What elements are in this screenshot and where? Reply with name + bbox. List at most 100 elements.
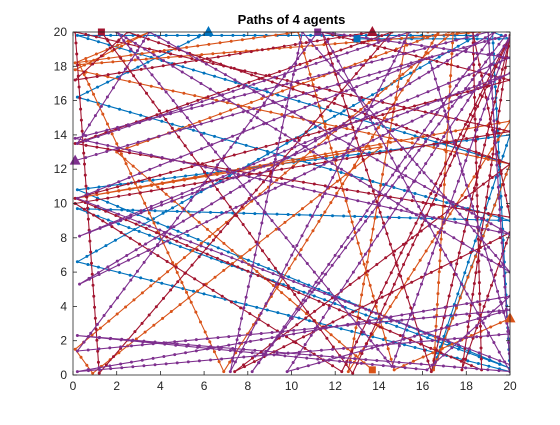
series-4-point — [222, 154, 226, 158]
series-3-point — [448, 164, 452, 168]
series-3-point — [169, 288, 173, 292]
series-2-point — [292, 214, 296, 218]
series-4-point — [491, 309, 495, 313]
series-4-point — [257, 173, 261, 177]
series-2-point — [392, 107, 396, 111]
series-4-point — [366, 152, 370, 156]
series-1-point — [266, 152, 270, 156]
series-2-point — [347, 209, 351, 213]
series-4-point — [386, 72, 390, 76]
series-3-point — [435, 59, 439, 63]
series-3-point — [414, 54, 418, 58]
series-4-point — [474, 57, 478, 61]
series-4-point — [117, 263, 121, 267]
series-3-point — [474, 271, 478, 275]
series-4-point — [348, 360, 352, 364]
series-4-point — [157, 134, 161, 138]
series-2-point — [360, 293, 364, 297]
series-4-point — [147, 137, 151, 141]
series-4-point — [375, 111, 379, 115]
series-2-point — [94, 52, 98, 56]
series-4-point — [326, 185, 330, 189]
series-4-point — [308, 349, 312, 353]
series-2-point — [442, 183, 446, 187]
series-4-point — [130, 339, 134, 343]
series-4-point — [97, 273, 101, 277]
series-4-point — [427, 56, 431, 60]
series-3-point — [439, 183, 443, 187]
series-1-point — [136, 65, 140, 69]
series-3-point — [89, 250, 93, 254]
series-4-point — [359, 218, 363, 222]
series-3-point — [409, 231, 413, 235]
series-3-point — [198, 55, 202, 59]
series-3-point — [82, 151, 86, 155]
series-4-point — [292, 332, 296, 336]
series-4-point — [149, 153, 153, 157]
series-4-point — [395, 319, 399, 323]
series-4-point — [317, 281, 321, 285]
series-2-point — [291, 115, 295, 119]
series-2-point — [247, 105, 251, 109]
series-3-point — [82, 207, 86, 211]
series-1-point — [75, 33, 79, 37]
series-4-point — [220, 357, 224, 361]
series-4-point — [405, 323, 409, 327]
series-4-point — [411, 317, 415, 321]
series-2-point — [374, 305, 378, 309]
series-3-point — [243, 150, 247, 154]
series-3-point — [282, 345, 286, 349]
series-2-point — [323, 152, 327, 156]
series-4-point — [430, 55, 434, 59]
series-3-point — [327, 51, 331, 55]
series-4-point — [415, 162, 419, 166]
series-2-point — [132, 298, 136, 302]
series-4-start-marker — [69, 154, 81, 165]
series-2-point — [274, 33, 278, 37]
series-4-point — [125, 253, 129, 257]
series-2-point — [430, 41, 434, 45]
series-3-point — [202, 170, 206, 174]
series-1-point — [168, 241, 172, 245]
series-4-point — [257, 361, 261, 365]
series-1-point — [86, 98, 90, 102]
series-4-point — [451, 204, 455, 208]
series-1-point — [287, 275, 291, 279]
series-4-point — [396, 202, 400, 205]
series-3-point — [353, 109, 357, 113]
series-4-point — [372, 113, 376, 117]
series-3-point — [493, 100, 497, 104]
series-1-point — [448, 341, 452, 345]
series-4-point — [220, 138, 224, 142]
series-4-point — [229, 145, 233, 149]
series-3-point — [267, 73, 271, 77]
series-2-point — [436, 32, 440, 36]
series-1-point — [498, 362, 502, 366]
series-4-point — [486, 334, 490, 338]
series-4-point — [436, 335, 440, 339]
series-2-point — [401, 72, 405, 76]
series-4-point — [443, 218, 447, 222]
series-4-point — [507, 341, 510, 345]
series-2-point — [450, 342, 454, 346]
series-2-point — [448, 84, 452, 88]
series-4-point — [252, 162, 256, 166]
series-3-point — [291, 87, 295, 91]
series-3-point — [345, 188, 349, 192]
series-4-point — [199, 244, 203, 248]
series-3-point — [472, 282, 476, 286]
series-4-point — [262, 79, 266, 83]
series-3-point — [239, 69, 243, 73]
series-2-point — [458, 296, 462, 300]
series-4-point — [210, 143, 214, 147]
series-2-point — [399, 138, 403, 142]
series-3-point — [472, 63, 476, 67]
series-3-point — [444, 162, 448, 166]
series-3-point — [476, 104, 480, 108]
series-2-point — [129, 53, 133, 57]
series-4-point — [367, 201, 371, 205]
series-3-point — [402, 285, 406, 289]
series-4-point — [211, 184, 215, 188]
series-4-point — [475, 225, 479, 229]
